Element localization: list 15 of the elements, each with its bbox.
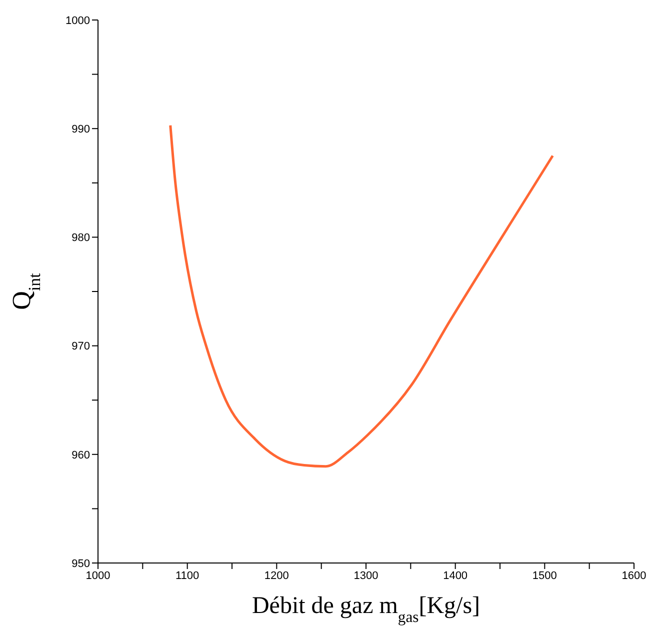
x-tick-label: 1300 bbox=[354, 570, 378, 582]
x-tick-label: 1100 bbox=[176, 570, 200, 582]
y-tick-label: 970 bbox=[72, 340, 90, 353]
y-tick-label: 990 bbox=[72, 124, 90, 136]
x-tick-label: 1000 bbox=[86, 570, 110, 582]
y-tick-label: 1000 bbox=[66, 14, 90, 27]
y-tick-label: 980 bbox=[72, 232, 90, 244]
x-tick-label: 1600 bbox=[622, 570, 646, 582]
line-series bbox=[169, 124, 554, 468]
x-tick-label: 1200 bbox=[264, 570, 289, 582]
y-tick-label: 950 bbox=[72, 558, 90, 570]
y-tick-label: 960 bbox=[72, 449, 90, 462]
x-tick-label: 1400 bbox=[443, 570, 468, 582]
x-axis-title: Débit de gaz m$_{gas}$[Kg/s] bbox=[252, 593, 480, 626]
x-tick-label: 1500 bbox=[532, 570, 557, 582]
